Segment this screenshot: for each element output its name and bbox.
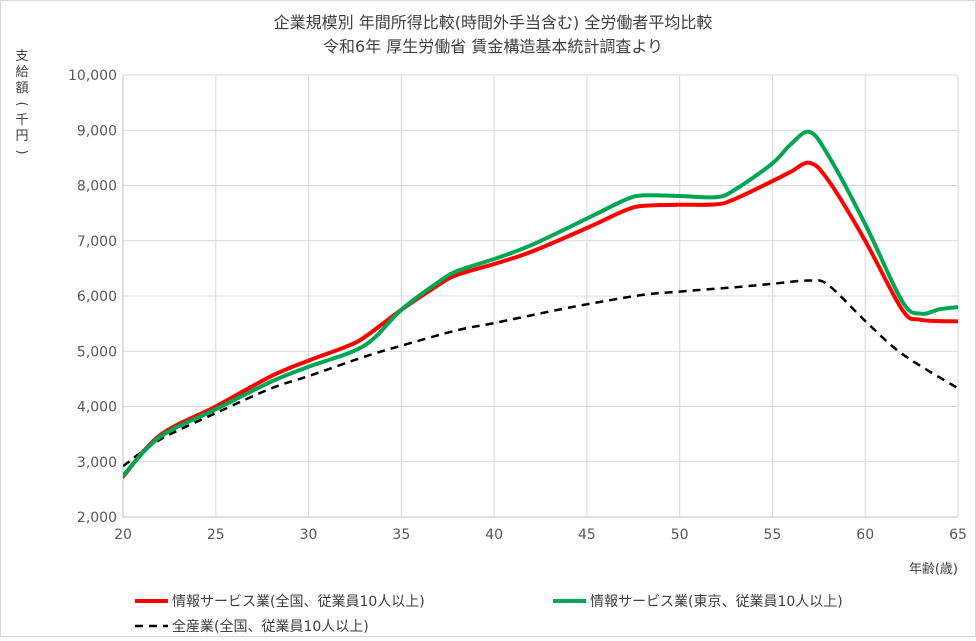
y-tick-label: 4,000 bbox=[77, 400, 117, 416]
x-tick-label: 25 bbox=[207, 527, 225, 543]
x-tick-label: 50 bbox=[671, 527, 689, 543]
series-lines bbox=[123, 129, 958, 479]
y-tick-label: 5,000 bbox=[77, 344, 117, 360]
x-tick-label: 40 bbox=[485, 527, 503, 543]
y-tick-label: 6,000 bbox=[77, 289, 117, 305]
y-axis-title: 支給額 ( 千円) bbox=[14, 49, 29, 155]
series-line-2 bbox=[123, 129, 958, 478]
y-tick-label: 3,000 bbox=[77, 455, 117, 471]
y-tick-label: 10,000 bbox=[68, 68, 117, 84]
y-axis-title-char: 円 bbox=[15, 129, 28, 144]
x-tick-label: 35 bbox=[392, 527, 410, 543]
y-axis-title-char: ( bbox=[14, 101, 29, 106]
y-tick-label: 9,000 bbox=[77, 123, 117, 139]
y-axis-title-char: 額 bbox=[15, 81, 28, 96]
x-tick-label: 65 bbox=[949, 527, 967, 543]
y-tick-label: 2,000 bbox=[77, 510, 117, 526]
tick-labels: 2,000 3,000 4,000 5,000 6,000 7,000 8,000 9,000… bbox=[68, 68, 967, 543]
y-axis-title-char: ) bbox=[14, 149, 29, 154]
y-axis-title-char: 千 bbox=[15, 113, 28, 128]
legend-label-3: 全産業(全国、従業員10人以上) bbox=[172, 618, 369, 635]
x-axis-title: 年齢(歳) bbox=[909, 562, 958, 577]
y-axis-title-char: 支 bbox=[15, 49, 28, 64]
x-tick-label: 45 bbox=[578, 527, 596, 543]
x-tick-label: 30 bbox=[300, 527, 318, 543]
series-line-1 bbox=[123, 160, 958, 479]
legend: 情報サービス業(全国、従業員10人以上) 情報サービス業(東京、従業員10人以上)… bbox=[135, 593, 843, 635]
legend-label-1: 情報サービス業(全国、従業員10人以上) bbox=[172, 593, 425, 610]
x-tick-label: 55 bbox=[764, 527, 782, 543]
chart-subtitle: 令和6年 厚生労働省 賃金構造基本統計調査より bbox=[323, 37, 663, 56]
y-tick-label: 7,000 bbox=[77, 234, 117, 250]
y-axis-title-char: 給 bbox=[15, 65, 28, 80]
y-tick-label: 8,000 bbox=[77, 179, 117, 195]
legend-label-2: 情報サービス業(東京、従業員10人以上) bbox=[590, 594, 843, 610]
chart-title: 企業規模別 年間所得比較(時間外手当含む) 全労働者平均比較 bbox=[274, 13, 713, 32]
series-line-3 bbox=[123, 278, 958, 468]
x-tick-label: 20 bbox=[114, 527, 132, 543]
x-tick-label: 60 bbox=[856, 527, 874, 543]
axes bbox=[122, 75, 958, 518]
